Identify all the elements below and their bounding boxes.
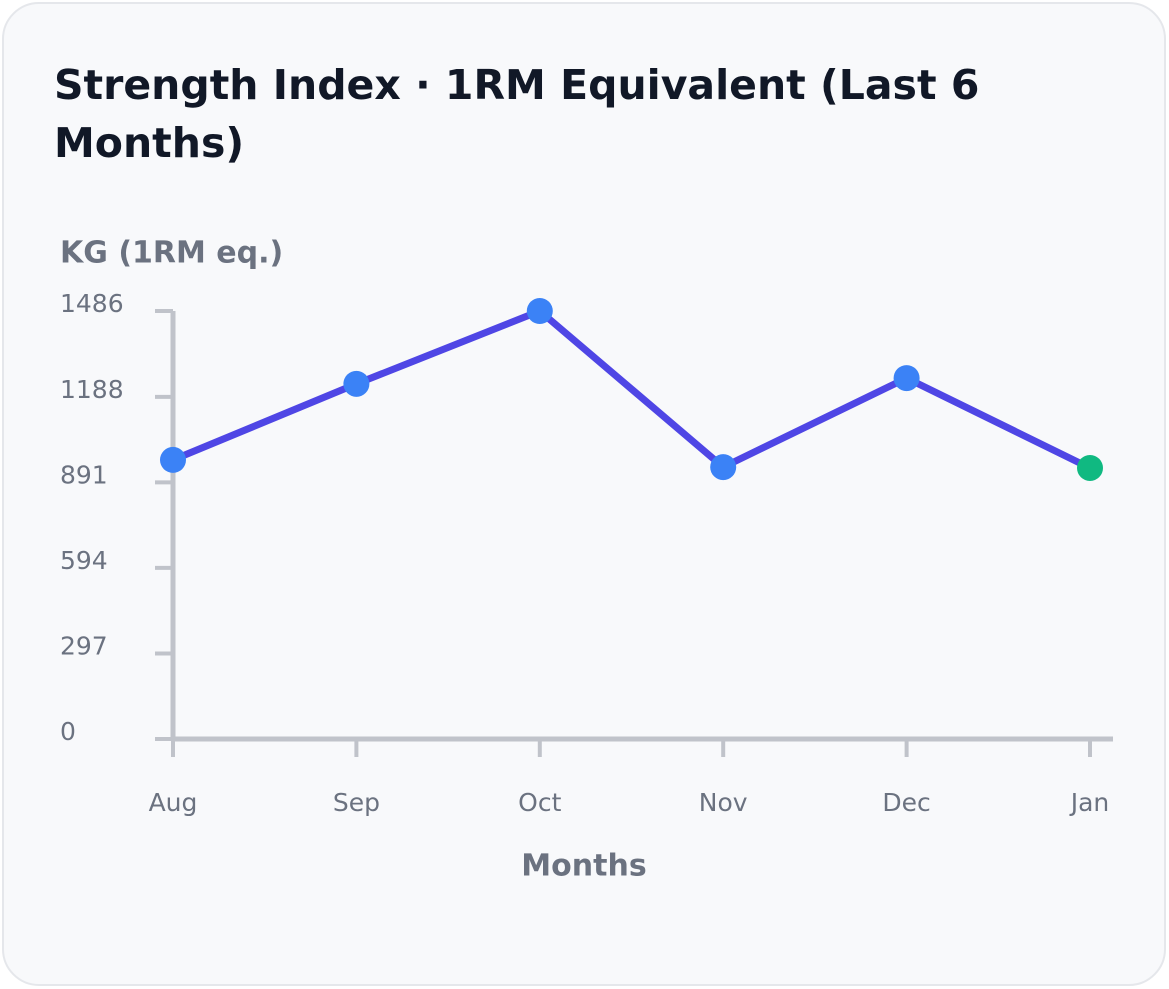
point	[343, 370, 370, 397]
x-tick-label: Oct	[518, 788, 561, 817]
y-tick-label: 0	[60, 717, 76, 746]
point	[160, 446, 186, 473]
line	[171, 307, 1092, 472]
x-tick-label: Aug	[149, 788, 198, 817]
y-axis-title: KG (1RM eq.)	[60, 236, 283, 271]
point	[526, 298, 553, 324]
y-tick-label: 1486	[60, 289, 124, 318]
y-tick-label: 891	[60, 460, 108, 489]
x-tick-label: Jan	[1069, 788, 1110, 817]
y-tick-label: 1188	[60, 375, 124, 404]
chart-title: Strength Index · 1RM Equivalent (Last 6 …	[54, 61, 980, 167]
x-axis-title: Months	[521, 849, 646, 884]
point	[710, 454, 737, 481]
y-tick-label: 297	[60, 631, 108, 660]
x-tick-label: Nov	[699, 788, 748, 817]
point	[1077, 454, 1103, 481]
y-tick-label: 594	[60, 546, 108, 575]
point	[893, 365, 920, 392]
x-tick-label: Dec	[882, 788, 930, 817]
x-tick-label: Sep	[333, 788, 380, 817]
